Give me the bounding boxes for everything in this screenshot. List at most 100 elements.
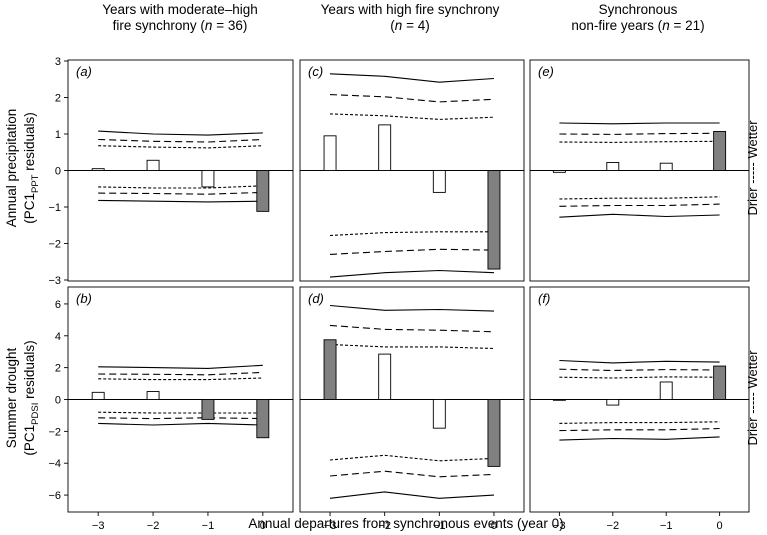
side-label-top: Drier ----- Wetter — [745, 120, 760, 216]
bar — [606, 162, 620, 171]
y-tick-label: 2 — [55, 93, 61, 105]
panel-label: (c) — [308, 64, 323, 79]
confidence-line-lower-mid — [559, 203, 720, 207]
column-title-1-line2: fire synchrony (n = 36) — [113, 18, 248, 33]
x-tick-label: −1 — [660, 520, 673, 532]
confidence-line-upper-mid — [329, 324, 495, 333]
confidence-line-upper-inner — [559, 376, 720, 379]
panel-label: (f) — [538, 291, 550, 306]
confidence-line-upper-inner — [559, 140, 720, 143]
column-title-3-line1: Synchronous — [599, 2, 678, 17]
confidence-line-lower-mid — [329, 248, 495, 255]
y-tick-label: −6 — [48, 490, 61, 502]
confidence-line-lower-outer — [559, 436, 720, 441]
x-tick-label: −3 — [92, 520, 105, 532]
x-axis-title: Annual departures from synchronous event… — [248, 516, 563, 531]
confidence-line-upper-inner — [98, 145, 263, 149]
confidence-line-upper-inner — [98, 377, 263, 381]
confidence-line-upper-outer — [329, 304, 495, 312]
row-label-precipitation-line2: (PC1PPT residuals) — [22, 112, 41, 224]
panel-e: (e) — [529, 59, 750, 282]
confidence-line-lower-mid — [98, 417, 263, 420]
bar — [91, 391, 105, 400]
confidence-line-upper-mid — [329, 94, 495, 103]
x-tick-label: 0 — [717, 520, 723, 532]
confidence-line-upper-mid — [98, 138, 263, 143]
bar — [606, 399, 620, 406]
y-tick-label: 3 — [55, 56, 61, 68]
bar — [201, 170, 215, 188]
side-label-bottom: Drier ----- Wetter — [745, 350, 760, 446]
confidence-line-lower-outer — [329, 269, 495, 278]
confidence-line-upper-outer — [559, 122, 720, 125]
panel-label: (e) — [538, 64, 554, 79]
confidence-line-upper-outer — [329, 73, 495, 83]
row-label-drought: Summer drought (PC1PDSI residuals) — [4, 340, 41, 455]
confidence-line-lower-mid — [559, 427, 720, 432]
bar — [256, 399, 270, 439]
bar — [659, 381, 673, 400]
bar — [432, 170, 446, 193]
column-title-2-line2: (n = 4) — [390, 18, 429, 33]
y-tick-label: −4 — [48, 458, 61, 470]
x-tick-label: −1 — [433, 520, 446, 532]
panel-d: (d) −3 −2 −1 0 — [299, 286, 525, 532]
bar — [552, 170, 566, 173]
bar — [432, 399, 446, 429]
y-tick-label: −2 — [48, 239, 61, 251]
row-label-drought-line2: (PC1PDSI residuals) — [22, 340, 41, 455]
confidence-line-lower-mid — [329, 470, 495, 478]
confidence-line-upper-mid — [98, 371, 263, 376]
x-tick-label: 0 — [260, 520, 266, 532]
row-label-drought-line1: Summer drought — [4, 347, 19, 448]
x-tick-label: −2 — [378, 520, 391, 532]
confidence-line-lower-inner — [329, 231, 494, 237]
x-tick-label: −3 — [324, 520, 337, 532]
confidence-line-lower-inner — [98, 411, 263, 414]
panel-label: (b) — [76, 291, 92, 306]
column-title-1-line1: Years with moderate–high — [102, 2, 258, 17]
x-tick-label: −2 — [147, 520, 160, 532]
x-tick-label: −1 — [202, 520, 215, 532]
y-tick-label: −1 — [48, 202, 61, 214]
confidence-line-upper-outer — [559, 359, 720, 364]
confidence-line-lower-inner — [559, 196, 720, 200]
panel-b: (b) −6 −4 −2 0 2 4 6 −3 −2 −1 0 — [48, 286, 294, 532]
bar — [146, 159, 160, 171]
y-tick-label: 2 — [55, 363, 61, 375]
y-tick-label: −2 — [48, 426, 61, 438]
panel-a: (a) −3 −2 −1 0 1 2 3 — [48, 56, 294, 287]
confidence-line-upper-inner — [329, 343, 495, 350]
bar — [378, 124, 392, 171]
bar — [552, 399, 566, 401]
column-title-1: Years with moderate–high fire synchrony … — [102, 2, 258, 33]
confidence-line-lower-mid — [98, 191, 263, 195]
confidence-line-lower-inner — [329, 454, 495, 462]
panel-c: (c) — [299, 59, 525, 282]
y-tick-label: 4 — [55, 331, 61, 343]
column-title-3: Synchronous non-fire years (n = 21) — [571, 2, 704, 33]
bar — [91, 168, 105, 171]
y-tick-label: 0 — [55, 395, 61, 407]
y-tick-label: −3 — [48, 275, 61, 287]
confidence-line-upper-outer — [98, 130, 263, 136]
confidence-line-lower-outer — [559, 213, 720, 218]
bar — [487, 170, 501, 270]
bar — [713, 130, 727, 171]
x-tick-label: 0 — [491, 520, 497, 532]
panel-label: (a) — [76, 64, 92, 79]
confidence-line-upper-inner — [329, 113, 495, 120]
confidence-line-lower-inner — [98, 185, 263, 189]
confidence-line-lower-outer — [98, 199, 263, 203]
confidence-line-upper-mid — [559, 368, 720, 372]
confidence-line-upper-mid — [559, 132, 720, 135]
bar — [146, 391, 160, 400]
column-title-2: Years with high fire synchrony (n = 4) — [321, 2, 500, 33]
bar — [659, 162, 673, 171]
bar — [713, 365, 727, 400]
x-tick-label: −3 — [553, 520, 566, 532]
panel-label: (d) — [308, 291, 324, 306]
panel-f: (f) −3 −2 −1 0 — [529, 286, 750, 532]
